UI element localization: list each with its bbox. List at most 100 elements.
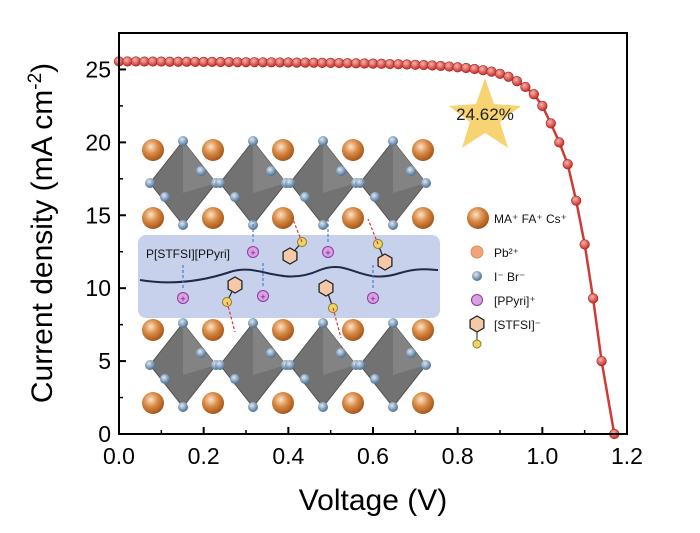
halide-ion xyxy=(318,220,328,230)
y-axis-label: Current density (mA cm-2) xyxy=(25,63,59,403)
data-point xyxy=(410,59,421,70)
a-site-cation xyxy=(142,139,164,161)
halide-ion xyxy=(388,136,398,146)
x-tick-label: 0.2 xyxy=(188,443,220,469)
data-point xyxy=(190,56,201,67)
x-tick-label: 1.0 xyxy=(526,443,558,469)
halide-ion xyxy=(355,360,365,370)
data-point xyxy=(418,59,429,71)
a-site-cation xyxy=(272,319,294,341)
halide-ion xyxy=(318,318,328,328)
data-point xyxy=(156,56,167,67)
legend-pb-icon xyxy=(470,245,484,259)
halide-ion xyxy=(370,192,380,202)
stfsi-anion xyxy=(469,315,485,333)
stfsi-anion xyxy=(377,253,393,271)
star-icon xyxy=(449,78,521,148)
data-point xyxy=(461,62,472,74)
stfsi-anion xyxy=(318,279,334,297)
a-site-cation xyxy=(272,392,294,414)
halide-ion xyxy=(336,166,346,176)
legend-label: [STFSI]⁻ xyxy=(494,318,541,332)
halide-ion xyxy=(300,192,310,202)
halide-ion xyxy=(388,402,398,412)
data-point xyxy=(291,57,302,68)
halide-ion xyxy=(145,178,155,188)
data-point xyxy=(511,76,523,87)
data-point xyxy=(477,65,489,76)
data-point xyxy=(545,118,556,129)
data-point xyxy=(435,60,446,72)
a-site-cation xyxy=(272,139,294,161)
y-tick-label: 25 xyxy=(85,56,111,82)
y-tick-label: 20 xyxy=(85,129,111,155)
data-point xyxy=(554,137,565,148)
data-point xyxy=(494,68,506,79)
data-point xyxy=(334,57,345,69)
data-point xyxy=(308,57,319,68)
halide-ion xyxy=(248,136,258,146)
data-point xyxy=(317,57,328,68)
plus-sign: + xyxy=(325,248,330,258)
inset-legend: MA⁺ FA⁺ Cs⁺ Pb²⁺ I⁻ Br⁻ [PPyri]⁺ [STFSI]⁻ xyxy=(467,207,567,349)
plus-sign: + xyxy=(250,248,255,258)
data-point xyxy=(232,57,243,68)
data-point xyxy=(503,71,514,82)
data-point xyxy=(147,56,158,67)
a-site-cation xyxy=(412,392,434,414)
halide-ion xyxy=(145,360,155,370)
plus-sign: + xyxy=(370,294,375,304)
polymer-chain xyxy=(139,265,439,284)
data-point xyxy=(266,57,277,68)
halide-ion xyxy=(285,360,295,370)
a-site-cation xyxy=(142,319,164,341)
data-point xyxy=(300,57,311,68)
legend-label: Pb²⁺ xyxy=(494,246,519,260)
halide-ion xyxy=(370,374,380,384)
data-point xyxy=(596,355,607,367)
a-site-cation xyxy=(342,207,364,229)
data-point xyxy=(249,57,260,68)
halide-ion xyxy=(406,348,416,358)
data-point xyxy=(444,61,455,72)
halide-ion xyxy=(196,348,206,358)
interaction-line xyxy=(367,218,379,245)
data-point xyxy=(469,63,480,75)
a-site-cation xyxy=(342,319,364,341)
a-site-cation xyxy=(142,392,164,414)
data-point xyxy=(401,59,412,70)
halide-ion xyxy=(355,178,365,188)
data-point xyxy=(122,56,133,67)
a-site-cation xyxy=(412,319,434,341)
data-point xyxy=(207,56,218,67)
halide-ion xyxy=(388,318,398,328)
data-point xyxy=(342,58,353,69)
data-point xyxy=(257,57,269,68)
interaction-line xyxy=(332,307,342,339)
legend-sulfonate-icon xyxy=(472,339,482,349)
data-point xyxy=(486,66,497,77)
stfsi-anion xyxy=(227,276,243,294)
data-point xyxy=(283,57,294,68)
x-tick-label: 0.4 xyxy=(272,443,304,469)
halide-ion xyxy=(178,318,188,328)
a-site-cation xyxy=(342,392,364,414)
a-site-cation xyxy=(272,207,294,229)
ppyri-cation xyxy=(257,290,269,302)
x-tick-label: 0.0 xyxy=(103,443,135,469)
data-point xyxy=(350,58,362,69)
data-point xyxy=(384,58,396,70)
y-tick-label: 0 xyxy=(98,421,111,447)
stfsi-anion xyxy=(282,247,298,265)
halide-ion xyxy=(178,220,188,230)
inset-schematic: P[STFSI][PPyri] + + + + + MA⁺ FA⁺ Cs⁺ Pb²⁺ I⁻ Br… xyxy=(138,136,567,414)
efficiency-annotation: 24.62% xyxy=(456,105,514,124)
halide-ion xyxy=(248,402,258,412)
halide-ion xyxy=(248,318,258,328)
halide-ion xyxy=(421,178,431,188)
a-site-cation xyxy=(412,207,434,229)
data-point xyxy=(579,239,590,250)
halide-ion xyxy=(285,178,295,188)
a-site-cation xyxy=(142,207,164,229)
plus-sign: + xyxy=(180,294,185,304)
